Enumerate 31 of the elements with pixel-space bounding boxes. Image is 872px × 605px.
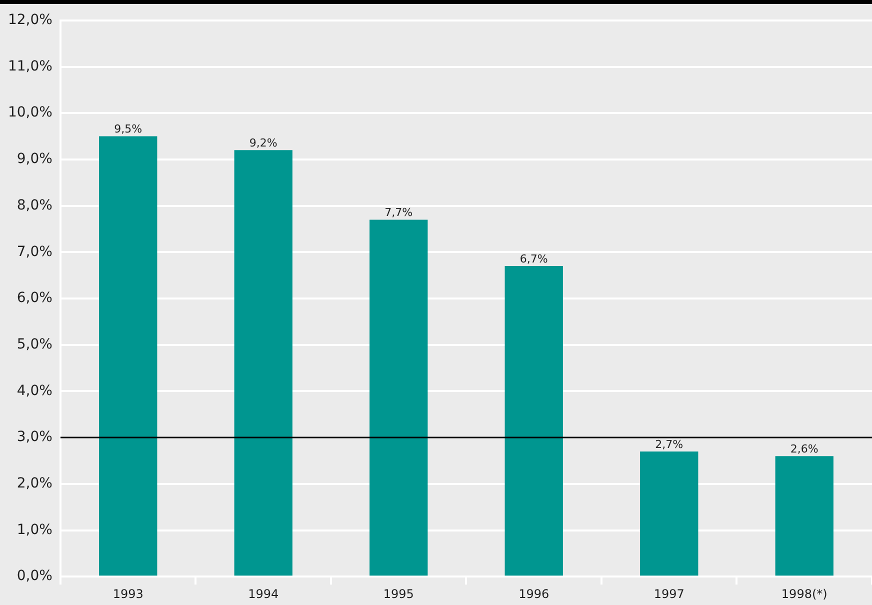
y-tick-label: 1,0% [16, 522, 52, 538]
data-label: 2,7% [655, 438, 684, 451]
y-tick-label: 9,0% [16, 151, 52, 168]
y-tick-label: 7,0% [16, 244, 52, 260]
data-label: 9,2% [249, 136, 278, 150]
y-tick-label: 10,0% [8, 104, 52, 121]
y-tick-label: 6,0% [16, 290, 52, 306]
y-tick-label: 5,0% [16, 336, 52, 352]
data-label: 6,7% [520, 252, 548, 266]
x-tick-label: 1995 [383, 586, 414, 601]
x-tick-label: 1996 [518, 586, 550, 601]
y-tick-label: 0,0% [16, 568, 52, 584]
y-tick-label: 3,0% [16, 429, 52, 446]
data-label: 9,5% [114, 122, 142, 136]
y-tick-label: 4,0% [16, 382, 52, 399]
x-tick-label: 1993 [112, 586, 144, 601]
bar [775, 456, 834, 576]
data-label: 2,6% [790, 442, 818, 456]
y-tick-label: 8,0% [16, 197, 52, 214]
y-tick-label: 12,0% [8, 12, 52, 28]
x-tick-label: 1994 [248, 586, 279, 601]
bar [640, 451, 698, 576]
x-tick-label: 1997 [654, 586, 684, 601]
bar [234, 150, 292, 576]
y-tick-label: 11,0% [8, 58, 52, 74]
bar [504, 266, 563, 576]
y-tick-label: 2,0% [16, 476, 52, 492]
data-label: 7,7% [384, 206, 413, 220]
bar [370, 220, 428, 576]
bar [99, 136, 158, 576]
x-tick-label: 1998(*) [781, 586, 828, 601]
